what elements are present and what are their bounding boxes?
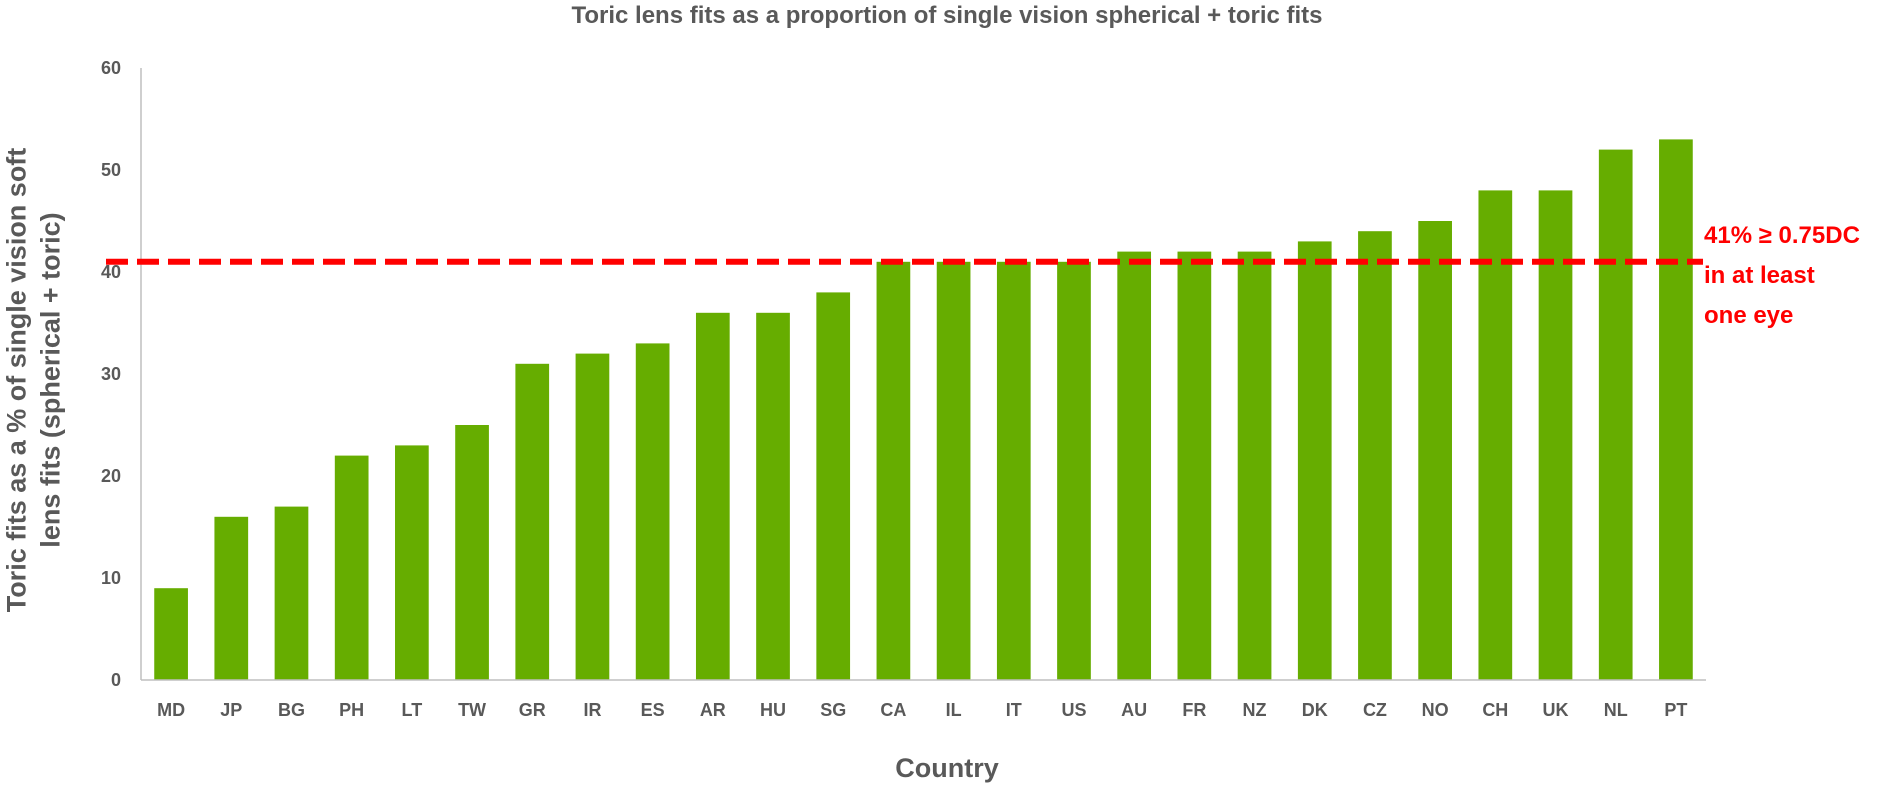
bar-gr <box>515 363 550 680</box>
reference-label-line-1: 41% ≥ 0.75DC <box>1704 222 1860 249</box>
x-tick-label: IR <box>583 700 601 720</box>
bar-it <box>996 261 1031 680</box>
bar-uk <box>1538 190 1573 680</box>
bar-il <box>936 261 971 680</box>
bar-nl <box>1598 149 1633 681</box>
bar-ar <box>695 312 730 680</box>
x-tick-label: US <box>1061 700 1086 720</box>
x-tick-label: AU <box>1121 700 1147 720</box>
bar-sg <box>816 292 851 680</box>
bars-group <box>154 139 1693 681</box>
x-tick-label: CZ <box>1363 700 1387 720</box>
x-tick-label: NL <box>1604 700 1628 720</box>
x-tick-label: SG <box>820 700 846 720</box>
x-tick-label: PT <box>1664 700 1687 720</box>
bar-bg <box>274 506 309 680</box>
x-tick-label: UK <box>1543 700 1569 720</box>
y-tick-label: 30 <box>101 364 121 384</box>
x-tick-label: IL <box>946 700 962 720</box>
bar-ph <box>334 455 369 680</box>
bar-dk <box>1297 241 1332 680</box>
y-tick-label: 20 <box>101 466 121 486</box>
bar-us <box>1057 261 1091 680</box>
bar-hu <box>756 312 790 680</box>
bar-es <box>635 343 670 680</box>
bar-md <box>154 588 188 680</box>
bar-lt <box>395 445 429 680</box>
x-tick-label: AR <box>700 700 726 720</box>
x-tick-label: NO <box>1422 700 1449 720</box>
x-tick-label: FR <box>1182 700 1206 720</box>
x-tick-label: DK <box>1302 700 1328 720</box>
y-tick-label: 60 <box>101 58 121 78</box>
bar-ca <box>876 261 911 680</box>
tick-labels-group: MD JP BG PH LT TW GR IR ES AR HU SG CA IL IT US AU FR NZ DK… <box>101 58 1687 720</box>
x-tick-label: GR <box>519 700 546 720</box>
y-tick-label: 50 <box>101 160 121 180</box>
x-tick-label: IT <box>1006 700 1022 720</box>
bar-pt <box>1659 139 1693 680</box>
bar-tw <box>455 425 489 680</box>
reference-label-line-2: in at least <box>1704 262 1815 289</box>
x-tick-label: CH <box>1482 700 1508 720</box>
y-tick-label: 40 <box>101 262 121 282</box>
bar-jp <box>214 516 249 680</box>
x-axis-title: Country <box>895 753 999 783</box>
reference-label-line-3: one eye <box>1704 302 1794 329</box>
x-tick-label: PH <box>339 700 364 720</box>
x-tick-label: LT <box>402 700 423 720</box>
x-tick-label: JP <box>220 700 242 720</box>
axes-group <box>140 68 1706 681</box>
bar-au <box>1117 251 1152 680</box>
bar-fr <box>1177 251 1212 680</box>
x-tick-label: MD <box>157 700 185 720</box>
chart-title: Toric lens fits as a proportion of singl… <box>571 2 1323 29</box>
x-tick-label: BG <box>278 700 305 720</box>
x-tick-label: CA <box>880 700 906 720</box>
x-tick-label: ES <box>641 700 665 720</box>
x-tick-label: HU <box>760 700 786 720</box>
bar-nz <box>1237 251 1272 680</box>
bar-no <box>1418 221 1452 680</box>
bar-ch <box>1478 190 1513 680</box>
y-tick-label: 0 <box>111 670 121 690</box>
x-tick-label: TW <box>458 700 486 720</box>
reference-line-label: 41% ≥ 0.75DC in at least one eye <box>1704 216 1860 336</box>
y-tick-label: 10 <box>101 568 121 588</box>
bar-ir <box>575 353 610 680</box>
x-tick-label: NZ <box>1243 700 1267 720</box>
bar-cz <box>1358 231 1392 680</box>
